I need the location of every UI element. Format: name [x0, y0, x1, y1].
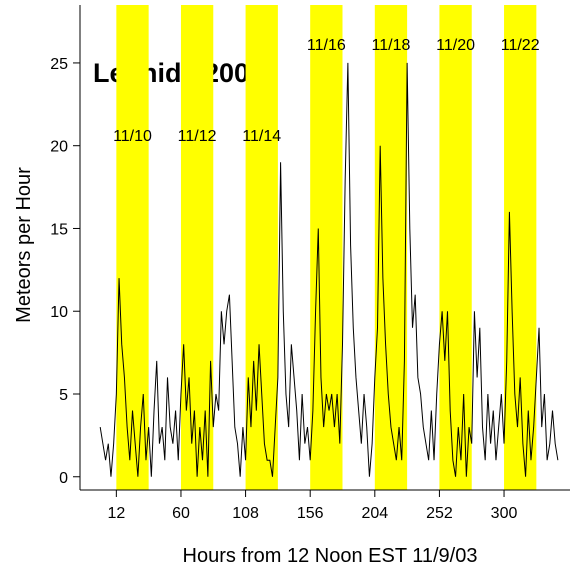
- x-tick-label: 252: [426, 505, 453, 522]
- x-tick-label: 12: [107, 505, 125, 522]
- band-label: 11/18: [372, 37, 411, 54]
- night-band: [310, 5, 343, 490]
- band-label: 11/10: [113, 128, 152, 145]
- x-tick-label: 60: [172, 505, 190, 522]
- band-label: 11/16: [307, 37, 346, 54]
- night-band: [504, 5, 537, 490]
- data-line: [99, 62, 559, 477]
- y-tick-label: 0: [59, 470, 68, 487]
- band-label: 11/14: [242, 128, 281, 145]
- band-label: 11/20: [436, 37, 475, 54]
- x-tick-label: 156: [297, 505, 324, 522]
- y-tick-label: 15: [50, 221, 68, 238]
- y-axis-label: Meteors per Hour: [13, 167, 35, 323]
- band-label: 11/12: [178, 128, 217, 145]
- x-tick-label: 204: [361, 505, 388, 522]
- x-tick-label: 108: [232, 505, 259, 522]
- band-label: 11/22: [501, 37, 540, 54]
- night-band: [116, 5, 149, 490]
- night-band: [374, 5, 408, 490]
- x-tick-label: 300: [491, 505, 518, 522]
- x-axis-label: Hours from 12 Noon EST 11/9/03: [183, 545, 478, 567]
- night-band: [180, 5, 214, 490]
- night-band: [245, 5, 278, 490]
- y-tick-label: 20: [50, 139, 68, 156]
- night-band: [439, 5, 472, 490]
- y-tick-label: 5: [59, 387, 68, 404]
- y-tick-label: 25: [50, 56, 68, 73]
- y-tick-label: 10: [50, 304, 68, 321]
